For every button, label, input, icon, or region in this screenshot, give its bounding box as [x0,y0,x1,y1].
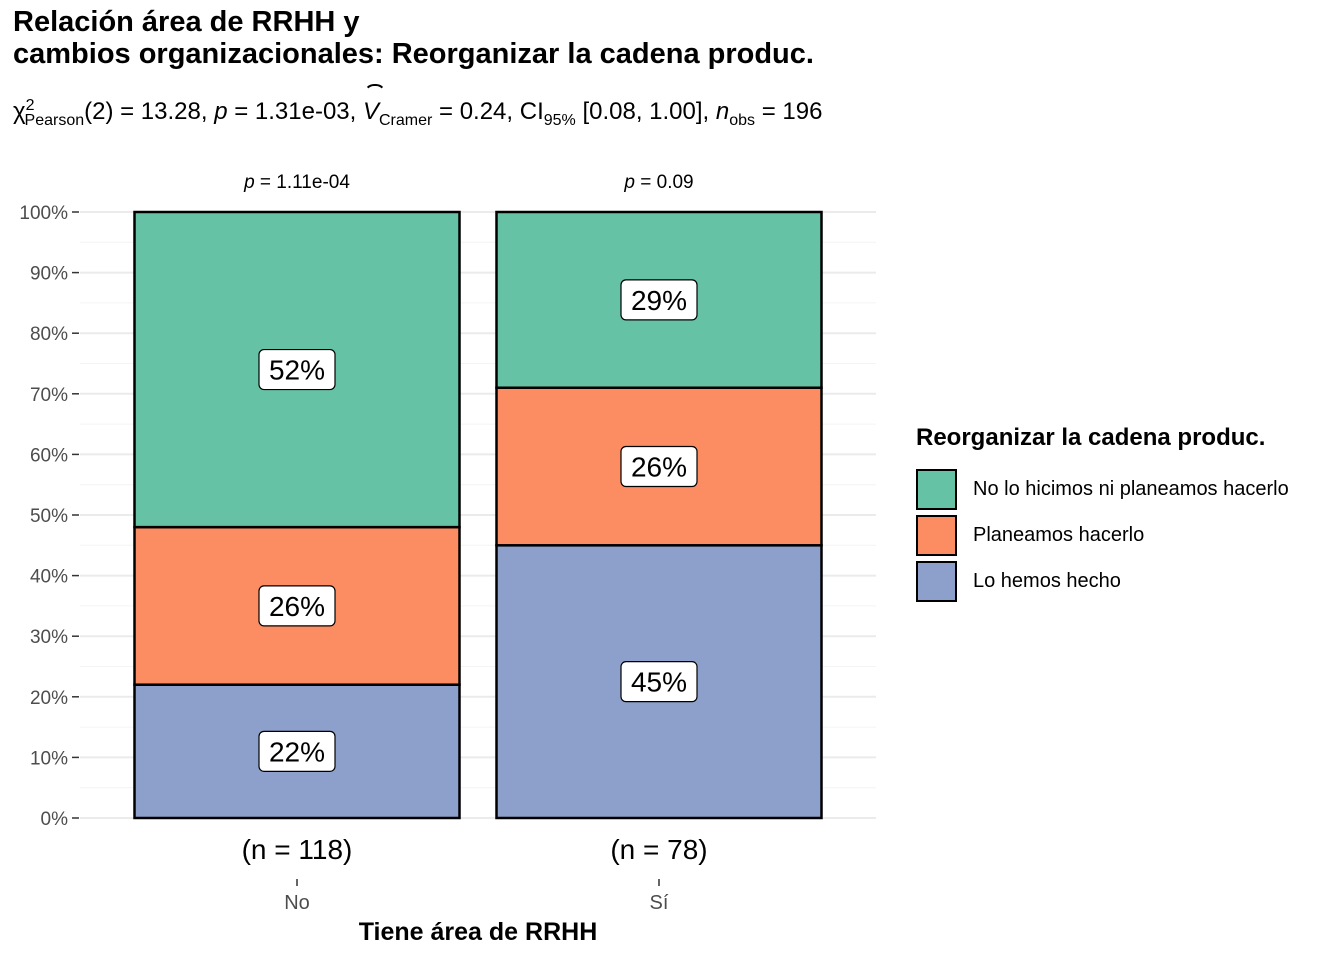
legend-swatch [916,468,957,510]
y-tick-label: 60% [30,445,68,466]
data-label-box [258,730,336,772]
legend-swatch [916,560,957,602]
data-label: 22% [269,736,325,767]
chart-title-line-1: Relación área de RRHH y [13,6,360,38]
data-label: 52% [269,355,325,386]
p-text: = 1.31e-03, [227,98,363,125]
ci-text: [0.08, 1.00], [575,98,716,125]
chi-df: (2) = 13.28, [84,98,215,125]
p-value-var: p [623,172,635,193]
data-label: 45% [631,667,687,698]
legend-label: Planeamos hacerlo [973,523,1145,546]
y-tick-label: 20% [30,688,68,709]
y-tick-label: 100% [19,203,68,224]
legend-label: Lo hemos hecho [973,569,1121,592]
chi-sup: 2 [25,97,35,114]
legend-label: No lo hicimos ni planeamos hacerlo [973,477,1289,500]
x-tick-label: No [284,892,310,914]
chart-title-line-2: cambios organizacionales: Reorganizar la… [13,38,814,70]
ci-sub: 95% [543,111,576,129]
legend-item: Planeamos hacerlo [916,512,1289,558]
data-label: 29% [631,285,687,316]
n-text: = 196 [755,98,823,125]
chi-sub: Pearson [24,111,85,129]
v-sub: Cramer [379,111,433,129]
data-label-box [620,445,698,488]
n-var: n [715,98,730,125]
legend-swatch [916,514,957,556]
p-value-text: = 0.09 [635,172,694,193]
data-label-box [620,279,698,321]
legend-item: No lo hicimos ni planeamos hacerlo [916,466,1289,512]
y-tick-label: 80% [30,324,68,345]
p-var: p [214,98,228,125]
p-value-text: = 1.11e-04 [255,172,351,193]
p-value-var: p [243,172,255,193]
chart-subtitle: χ2Pearson(2) = 13.28, p = 1.31e-03, VCra… [13,84,823,132]
x-axis-title: Tiene área de RRHH [359,918,598,946]
p-value-label: p = 1.11e-04 [243,172,350,193]
data-label-box [258,585,336,627]
x-tick-label: Sí [650,892,669,914]
y-tick-label: 40% [30,567,68,588]
y-tick-label: 30% [30,627,68,648]
data-label-box [258,348,336,391]
v-var: V [363,84,387,132]
data-label: 26% [631,452,687,483]
y-tick-label: 70% [30,385,68,406]
y-tick-label: 50% [30,506,68,527]
data-label: 26% [269,591,325,622]
chart-title: Relación área de RRHH y cambios organiza… [13,6,814,70]
y-tick-label: 10% [30,748,68,769]
legend-title: Reorganizar la cadena produc. [916,424,1266,451]
n-sub: obs [729,111,756,129]
n-label: (n = 78) [610,834,707,865]
y-tick-label: 90% [30,264,68,285]
v-text: = 0.24, CI [432,98,544,125]
legend-item: Lo hemos hecho [916,558,1289,604]
p-value-label: p = 0.09 [623,172,693,193]
chi-symbol: χ [13,98,26,125]
data-label-box [620,661,698,703]
y-tick-label: 0% [41,809,69,830]
legend: Reorganizar la cadena produc. No lo hici… [916,424,1289,604]
n-label: (n = 118) [242,834,353,865]
